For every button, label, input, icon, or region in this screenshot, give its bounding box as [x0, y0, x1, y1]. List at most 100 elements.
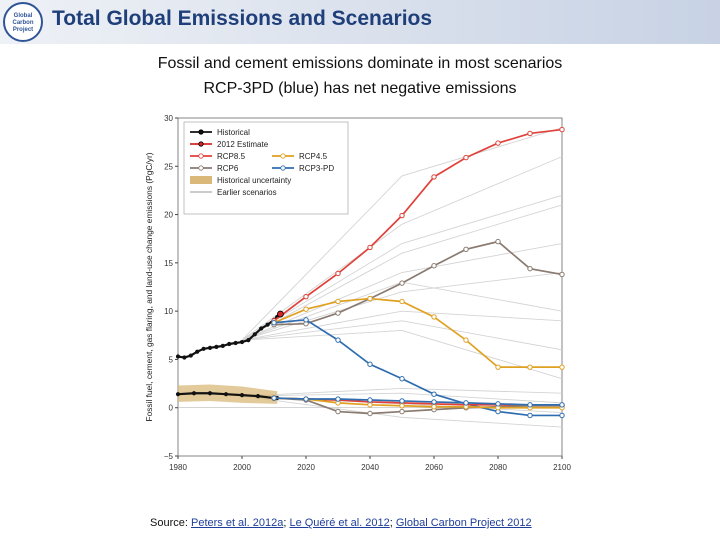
series-point-rcp85-2-3	[367, 244, 373, 251]
series-line-rcp85-2	[273, 128, 563, 322]
chart-container: 1980 2000 2020 2040 2060 2080 2100 −5 0 5 10 15 20 25…	[140, 108, 580, 480]
ref-peters[interactable]: Peters et al. 2012a	[190, 517, 284, 529]
series-point-rcp3pd-5-9	[559, 412, 565, 419]
series-point-historical-0-10	[239, 339, 245, 345]
y-tick-label-15: 15	[164, 259, 173, 268]
series-point-rcp6-3-8	[527, 265, 533, 272]
y-axis-label: Fossil fuel, cement, gas flaring, and la…	[144, 152, 154, 421]
series-point-historical-0-5	[207, 345, 213, 350]
ref-gcp[interactable]: Global Carbon Project 2012	[395, 517, 532, 529]
earlier-scenario-line-5	[241, 310, 563, 341]
series-point-historical-0-12	[252, 332, 257, 337]
legend-swatch-uncertainty	[190, 176, 212, 184]
series-point-rcp3pd-9-3	[367, 397, 373, 403]
title-bar: Global Carbon Project Total Global Emiss…	[0, 0, 720, 44]
series-point-historical-0-9	[233, 340, 238, 346]
earlier-scenario-line-9	[241, 194, 563, 341]
series-point-rcp3pd-5-3	[367, 361, 373, 367]
series-point-rcp85-2-6	[463, 154, 469, 161]
legend-label-historical: Historical	[217, 128, 250, 137]
series-point-rcp45-8-5	[431, 404, 437, 410]
series-point-historical-0-1	[182, 355, 187, 360]
series-point-rcp3pd-9-6	[463, 400, 469, 406]
emissions-chart: 1980 2000 2020 2040 2060 2080 2100 −5 0 5 10 15 20 25…	[144, 114, 571, 472]
series-point-rcp85-2-1	[303, 293, 309, 300]
series-point-historical-0-11	[246, 338, 251, 343]
legend-label-rcp45: RCP4.5	[299, 152, 328, 161]
series-line-rcp6-3	[273, 240, 563, 326]
series-point-historical-1-0	[175, 392, 181, 397]
legend-marker-historical	[198, 129, 204, 135]
series-point-rcp6-3-9	[559, 271, 565, 278]
earlier-scenario-line-12	[241, 395, 563, 428]
series-point-rcp3pd-5-2	[335, 337, 341, 343]
series-point-rcp3pd-9-5	[431, 399, 437, 405]
series-point-rcp3pd-5-8	[527, 412, 533, 419]
series-point-rcp45-8-4	[399, 403, 405, 409]
series-point-rcp3pd-9-4	[399, 398, 405, 404]
series-point-historical-1-4	[239, 393, 245, 398]
series-point-rcp45-4-4	[399, 298, 405, 305]
series-line-rcp6-7	[273, 397, 562, 415]
series-point-rcp3pd-9-0	[271, 395, 277, 401]
series-point-rcp45-4-8	[527, 364, 533, 370]
series-point-rcp45-4-1	[303, 306, 309, 312]
series-point-rcp6-3-6	[463, 246, 469, 253]
series-point-rcp85-2-2	[335, 270, 341, 277]
x-tick-label-1980: 1980	[169, 463, 187, 472]
series-point-rcp85-2-8	[527, 130, 533, 137]
x-tick-label-2100: 2100	[553, 463, 571, 472]
series-point-historical-1-5	[255, 394, 261, 399]
series-point-rcp3pd-5-1	[303, 317, 309, 323]
series-point-rcp6-3-7	[495, 238, 501, 245]
series-point-rcp6-7-4	[399, 408, 405, 415]
legend-marker-rcp3pd	[280, 165, 286, 171]
earlier-scenario-line-13	[241, 387, 563, 397]
series-point-rcp45-4-2	[335, 298, 341, 305]
series-point-rcp6-7-3	[367, 410, 373, 417]
earlier-scenario-line-6	[241, 320, 563, 351]
series-point-historical-0-2	[188, 353, 193, 358]
x-tick-label-2060: 2060	[425, 463, 443, 472]
series-point-historical-1-3	[223, 392, 229, 397]
subtitle-line-2: RCP-3PD (blue) has net negative emission…	[203, 80, 517, 97]
legend-label-rcp6: RCP6	[217, 164, 239, 173]
series-point-rcp45-4-3	[367, 295, 373, 302]
series-point-historical-0-3	[195, 349, 200, 354]
series-point-rcp3pd-9-9	[559, 402, 565, 408]
slide-title: Total Global Emissions and Scenarios	[52, 7, 433, 30]
legend-marker-estimate	[198, 141, 204, 147]
ref-le-quere[interactable]: Le Quéré et al. 2012	[289, 517, 390, 529]
earlier-scenario-line-3	[241, 243, 563, 341]
series-point-rcp6-7-2	[335, 408, 341, 415]
subtitle-line-1: Fossil and cement emissions dominate in …	[157, 55, 563, 72]
series-point-rcp3pd-9-7	[495, 401, 501, 407]
series-point-rcp3pd-5-0	[271, 320, 277, 326]
series-point-historical-1-2	[207, 391, 213, 396]
legend-label-rcp3pd: RCP3-PD	[299, 164, 334, 173]
series-point-historical-1-1	[191, 391, 197, 396]
y-tick-label-25: 25	[164, 162, 173, 171]
y-tick-label-30: 30	[164, 114, 173, 123]
series-point-historical-0-4	[201, 346, 206, 351]
legend-marker-rcp6	[198, 165, 204, 171]
y-tick-label-20: 20	[164, 211, 173, 220]
earlier-scenario-line-10	[241, 392, 563, 404]
series-point-rcp85-2-5	[431, 174, 437, 180]
series-point-rcp3pd-9-1	[303, 396, 309, 402]
series-point-rcp3pd-9-8	[527, 402, 533, 408]
series-point-rcp45-4-9	[559, 364, 565, 370]
series-point-historical-0-8	[227, 341, 232, 347]
earlier-scenario-line-2	[241, 204, 563, 341]
source-citation: Source: Peters et al. 2012a; Le Quéré et…	[150, 517, 532, 529]
series-point-historical-0-7	[220, 343, 225, 349]
source-label: Source:	[150, 517, 188, 529]
ref-sep-2: ;	[389, 517, 396, 529]
series-point-historical-0-6	[214, 344, 219, 349]
y-tick-label--5: −5	[164, 452, 174, 461]
earlier-scenario-line-0	[241, 127, 563, 341]
legend-label-earlier: Earlier scenarios	[217, 188, 277, 197]
series-point-rcp3pd-5-4	[399, 376, 405, 382]
series-point-rcp45-4-5	[431, 314, 437, 320]
x-tick-label-2020: 2020	[297, 463, 315, 472]
